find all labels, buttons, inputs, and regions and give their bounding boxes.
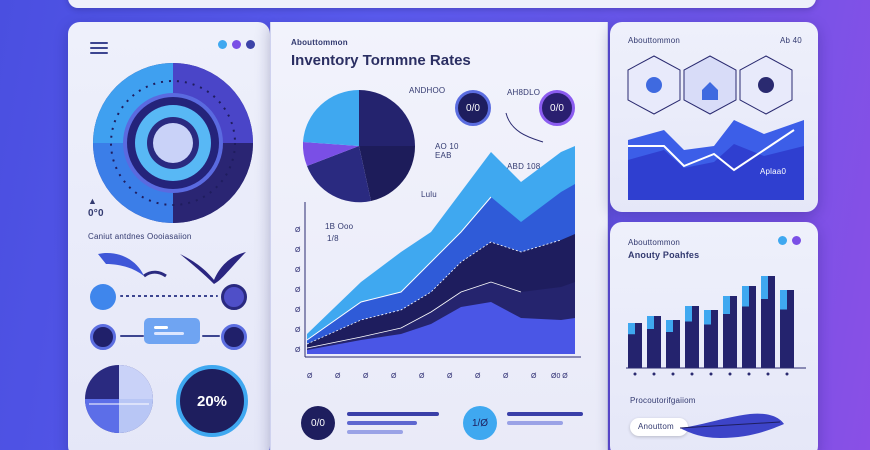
- center-tag[interactable]: [144, 318, 200, 344]
- node-right[interactable]: [221, 324, 247, 350]
- gauge-chart: [85, 365, 153, 433]
- toggle-button-left[interactable]: [90, 284, 116, 310]
- y-tick-label: Ø: [295, 247, 301, 254]
- dotted-connector: [120, 295, 218, 297]
- bar-highlight: [742, 286, 749, 307]
- shield-icon: [702, 82, 718, 100]
- footer-line-2: [347, 421, 417, 425]
- x-tick-label: Ø: [335, 373, 341, 380]
- bar-tick: [785, 372, 789, 376]
- toggle-button-right[interactable]: [221, 284, 247, 310]
- x-tick-label: Ø: [419, 373, 425, 380]
- bar-tick: [709, 372, 713, 376]
- x-tick-label: Ø: [475, 373, 481, 380]
- y-tick-label: Ø: [295, 347, 301, 354]
- y-tick-label: Ø: [295, 327, 301, 334]
- bar-tick: [633, 372, 637, 376]
- x-tick-label: Ø: [391, 373, 397, 380]
- top-bar: [68, 0, 816, 8]
- percent-badge: 20%: [176, 365, 248, 437]
- page-title: Inventory Tornmne Rates: [291, 52, 471, 69]
- donut-value-label: 0°0: [88, 208, 104, 219]
- bar-highlight: [780, 290, 787, 310]
- footer-badge-left[interactable]: 0/0: [301, 406, 335, 440]
- callout-mid: ABD 108: [507, 162, 541, 171]
- callout-arrow-icon: [505, 112, 544, 143]
- area-chart: Ø Ø Ø Ø Ø Ø Ø Ø Ø Ø Ø Ø Ø Ø Ø Ø Ø0 Ø: [295, 146, 581, 380]
- corner-label: Ab 40: [780, 36, 802, 45]
- gear-icon: [758, 77, 774, 93]
- footer-badge-right[interactable]: 1/Ø: [463, 406, 497, 440]
- chart-tag: Aplaa0: [760, 167, 787, 176]
- donut-marker-icon: ▲: [88, 196, 98, 206]
- footer-line-3: [347, 430, 403, 434]
- rb-title: Anouty Poahfes: [628, 250, 700, 260]
- bar-tick: [728, 372, 732, 376]
- bar-highlight: [723, 296, 730, 314]
- bar-highlight: [685, 306, 692, 322]
- x-tick-label: Ø: [363, 373, 369, 380]
- rb-footer-pill-label: Anouttom: [638, 422, 674, 431]
- header-kicker: Abouttommon: [291, 38, 348, 47]
- bar-tick: [652, 372, 656, 376]
- connector-arrow: [120, 335, 144, 337]
- bar-tick: [747, 372, 751, 376]
- bar-highlight: [704, 310, 711, 325]
- top-label: Abouttommon: [628, 36, 681, 45]
- x-tick-label-last: Ø0 Ø: [551, 373, 568, 380]
- footer-line-5: [507, 421, 563, 425]
- rb-dots: [778, 236, 801, 245]
- rb-footer-label: Procoutorifgaiiom: [630, 396, 696, 405]
- hexagon-chart: [627, 55, 804, 200]
- footer-line-1: [347, 412, 439, 416]
- footer-line-4: [507, 412, 583, 416]
- series-label-2: 1/8: [327, 234, 339, 243]
- right-bottom-panel: Abouttommon Anouty Poahfes Procoutorifga…: [610, 222, 818, 450]
- bar-highlight: [666, 320, 673, 332]
- bar-tick: [690, 372, 694, 376]
- node-left[interactable]: [90, 324, 116, 350]
- center-panel: Abouttommon Inventory Tornmne Rates ANDH…: [270, 22, 608, 450]
- bar-highlight: [761, 276, 768, 299]
- pie-note: ANDHOO: [409, 86, 446, 95]
- rb-kicker: Abouttommon: [628, 238, 681, 247]
- y-tick-label: Ø: [295, 267, 301, 274]
- badge-left[interactable]: 0/0: [455, 90, 491, 126]
- callout-small: Lulu: [421, 190, 437, 199]
- badge-right[interactable]: 0/0: [539, 90, 575, 126]
- pie-chart: [302, 89, 416, 203]
- bar-tick: [766, 372, 770, 376]
- x-tick-label: Ø: [503, 373, 509, 380]
- x-tick-label: Ø: [447, 373, 453, 380]
- callout-top: AO 10 EAB: [435, 142, 459, 160]
- bird-icon: [98, 252, 246, 284]
- hamburger-icon[interactable]: [90, 42, 108, 57]
- rb-footer-pill[interactable]: Anouttom: [630, 418, 688, 436]
- section-label: Caniut antdnes Oooiasaiion: [88, 232, 192, 241]
- x-tick-label: Ø: [307, 373, 313, 380]
- bar-highlight: [647, 316, 654, 329]
- series-label-1: 1B Ooo: [325, 222, 354, 231]
- left-panel: ▲ 0°0 Caniut antdnes Oooiasaiion 20%: [68, 22, 270, 450]
- bar-chart: [626, 276, 806, 376]
- bar-highlight: [628, 323, 635, 335]
- x-tick-label: Ø: [531, 373, 537, 380]
- gauge-value: 20%: [196, 392, 228, 410]
- y-tick-label: Ø: [295, 287, 301, 294]
- y-tick-label: Ø: [295, 227, 301, 234]
- feather-icon: [680, 413, 784, 438]
- bar-tick: [671, 372, 675, 376]
- right-top-panel: Abouttommon Ab 40 Aplaa0: [610, 22, 818, 212]
- donut-chart: [93, 63, 253, 223]
- hexagon-gear-icon: [646, 77, 662, 93]
- connector-arrow-right: [202, 335, 220, 337]
- badge-right-label: AH8DLO: [507, 88, 541, 97]
- y-tick-label: Ø: [295, 307, 301, 314]
- window-dots: [218, 40, 255, 49]
